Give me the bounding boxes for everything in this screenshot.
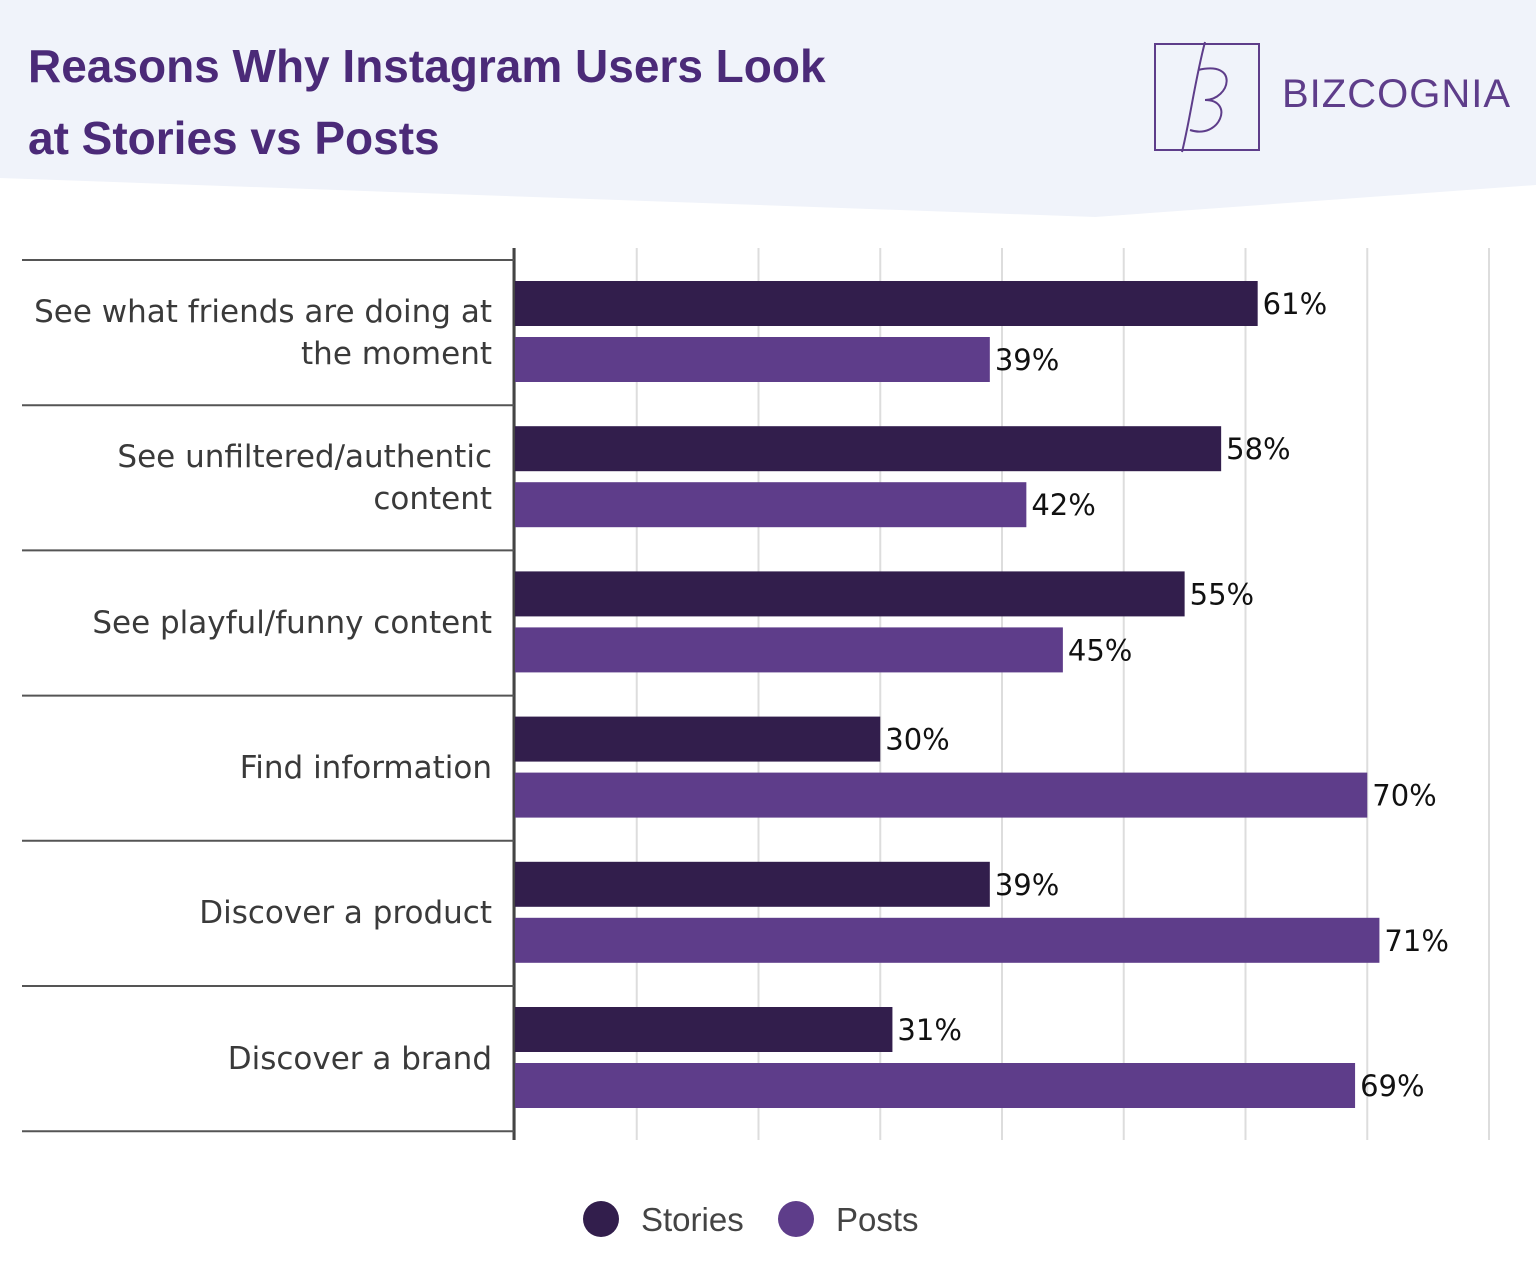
- legend-marker: [583, 1201, 619, 1237]
- value-label: 70%: [1372, 779, 1436, 813]
- bar: [515, 716, 881, 762]
- bar: [515, 281, 1258, 326]
- value-label: 58%: [1226, 432, 1290, 466]
- logo: [1154, 41, 1260, 153]
- value-label: 39%: [995, 343, 1059, 377]
- chart-title: Reasons Why Instagram Users Look at Stor…: [28, 40, 826, 164]
- value-label: 61%: [1263, 287, 1327, 321]
- legend-marker: [778, 1201, 814, 1237]
- category-label: See what friends are doing at the moment: [34, 293, 492, 372]
- value-label: 31%: [897, 1013, 961, 1047]
- value-label: 39%: [995, 868, 1059, 902]
- brand-name: BIZCOGNIA: [1282, 72, 1512, 116]
- bar: [515, 426, 1222, 472]
- value-label: 30%: [885, 723, 949, 757]
- value-label: 71%: [1384, 924, 1448, 958]
- legend-label: Stories: [641, 1201, 744, 1238]
- category-label: Discover a brand: [227, 1040, 492, 1077]
- bar: [515, 482, 1027, 528]
- category-label: Find information: [239, 750, 492, 787]
- value-label: 42%: [1031, 488, 1095, 522]
- bar: [515, 627, 1063, 673]
- bar: [515, 571, 1185, 617]
- bar: [515, 772, 1368, 818]
- category-label: See unfiltered/authentic content: [117, 438, 492, 517]
- legend-label: Posts: [836, 1201, 919, 1238]
- category-label: Discover a product: [199, 895, 492, 932]
- bar: [515, 337, 990, 382]
- bar: [515, 1063, 1356, 1108]
- value-label: 69%: [1360, 1069, 1424, 1103]
- value-label: 55%: [1190, 577, 1254, 611]
- bar: [515, 1007, 893, 1052]
- header-background: [0, 0, 1536, 217]
- bar: [515, 917, 1380, 963]
- value-label: 45%: [1068, 633, 1132, 667]
- bar: [515, 861, 990, 907]
- category-label: See playful/funny content: [92, 605, 492, 641]
